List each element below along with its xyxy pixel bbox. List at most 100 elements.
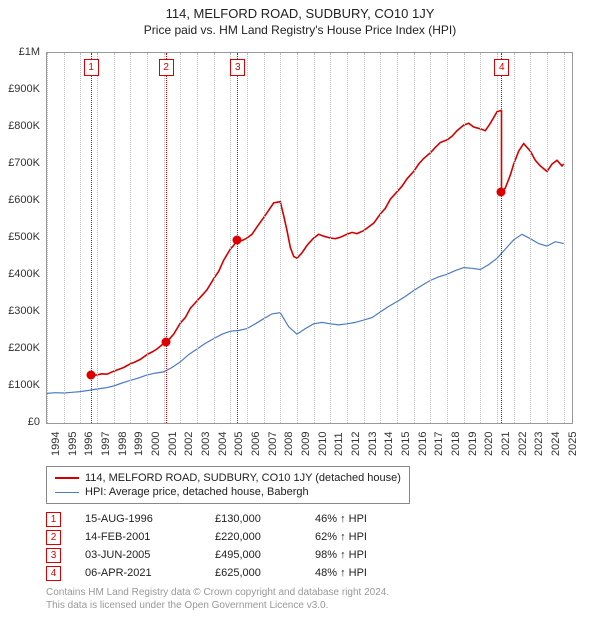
sale-row-date: 06-APR-2021 [85,567,215,579]
plot-area: 1 2 3 4 [46,52,573,424]
sale-row-rel: 98% ↑ HPI [315,549,415,561]
sale-row-number: 1 [46,512,61,527]
x-tick-label: 2009 [300,432,312,456]
sale-marker-box: 1 [84,59,99,76]
x-tick-label: 1996 [83,432,95,456]
sale-marker-point [233,235,242,244]
y-tick-label: £400K [0,268,40,280]
gridline-v [314,53,315,423]
y-tick-label: £600K [0,194,40,206]
gridline-v [47,53,48,423]
x-tick-label: 2001 [167,432,179,456]
legend-label-price: 114, MELFORD ROAD, SUDBURY, CO10 1JY (de… [85,472,401,484]
gridline-v [564,53,565,423]
x-tick-label: 2018 [450,432,462,456]
gridline-v [264,53,265,423]
x-tick-label: 2006 [250,432,262,456]
x-tick-label: 2019 [467,432,479,456]
gridline-v [547,53,548,423]
series-line [90,110,563,375]
gridline-v [130,53,131,423]
x-tick-label: 2017 [433,432,445,456]
sale-row-rel: 48% ↑ HPI [315,567,415,579]
series-svg [47,53,572,423]
gridline-v [380,53,381,423]
sale-marker-box: 2 [159,59,174,76]
sale-row: 406-APR-2021£625,00048% ↑ HPI [46,564,415,582]
sale-row: 303-JUN-2005£495,00098% ↑ HPI [46,546,415,564]
sale-row-rel: 46% ↑ HPI [315,513,415,525]
x-tick-label: 2013 [367,432,379,456]
gridline-v [480,53,481,423]
gridline-v [214,53,215,423]
x-tick-label: 1995 [67,432,79,456]
x-tick-label: 2024 [550,432,562,456]
y-tick-label: £800K [0,120,40,132]
sale-marker-line [501,53,502,423]
chart-container: 114, MELFORD ROAD, SUDBURY, CO10 1JY Pri… [0,0,600,620]
y-tick-label: £200K [0,342,40,354]
x-tick-label: 2022 [517,432,529,456]
x-tick-label: 2007 [267,432,279,456]
footer-line2: This data is licensed under the Open Gov… [46,599,389,612]
legend-row-hpi: HPI: Average price, detached house, Babe… [55,485,401,499]
x-tick-label: 2011 [333,432,345,456]
sale-marker-box: 4 [494,59,509,76]
y-tick-label: £700K [0,157,40,169]
gridline-v [180,53,181,423]
gridline-v [147,53,148,423]
x-tick-label: 2012 [350,432,362,456]
x-tick-label: 2000 [150,432,162,456]
gridline-v [530,53,531,423]
sale-row: 214-FEB-2001£220,00062% ↑ HPI [46,528,415,546]
sales-table: 1 15-AUG-1996£130,00046% ↑ HPI 214-FEB-200… [46,510,415,582]
gridline-v [280,53,281,423]
sale-row-price: £130,000 [215,513,315,525]
sale-row-date: 15-AUG-1996 [85,513,215,525]
x-tick-label: 2021 [500,432,512,456]
sale-row-number: 2 [46,530,61,545]
x-tick-label: 2020 [483,432,495,456]
gridline-v [447,53,448,423]
gridline-v [230,53,231,423]
y-tick-label: £0 [0,416,40,428]
gridline-v [164,53,165,423]
x-tick-label: 2005 [233,432,245,456]
series-line [47,234,564,393]
x-tick-label: 2025 [567,432,579,456]
gridline-v [114,53,115,423]
gridline-v [197,53,198,423]
sale-row: 1 15-AUG-1996£130,00046% ↑ HPI [46,510,415,528]
x-tick-label: 2004 [217,432,229,456]
gridline-v [364,53,365,423]
x-tick-label: 2015 [400,432,412,456]
x-tick-label: 2014 [383,432,395,456]
y-tick-label: £300K [0,305,40,317]
sale-marker-point [497,187,506,196]
x-tick-label: 2010 [317,432,329,456]
chart-title: 114, MELFORD ROAD, SUDBURY, CO10 1JY [0,0,600,21]
sale-row-rel: 62% ↑ HPI [315,531,415,543]
sale-marker-point [86,370,95,379]
x-tick-label: 1998 [117,432,129,456]
gridline-v [247,53,248,423]
x-tick-label: 1999 [133,432,145,456]
sale-row-number: 3 [46,548,61,563]
sale-marker-line [91,53,92,423]
sale-row-price: £220,000 [215,531,315,543]
x-tick-label: 1997 [100,432,112,456]
y-tick-label: £1M [0,46,40,58]
gridline-v [430,53,431,423]
gridline-v [80,53,81,423]
legend-swatch-price [55,477,79,479]
chart-subtitle: Price paid vs. HM Land Registry's House … [0,23,600,37]
x-tick-label: 2023 [533,432,545,456]
legend-label-hpi: HPI: Average price, detached house, Babe… [85,486,309,498]
legend-row-price: 114, MELFORD ROAD, SUDBURY, CO10 1JY (de… [55,471,401,485]
gridline-v [64,53,65,423]
gridline-v [514,53,515,423]
sale-marker-box: 3 [230,59,245,76]
footer-attribution: Contains HM Land Registry data © Crown c… [46,586,389,612]
gridline-v [497,53,498,423]
gridline-v [330,53,331,423]
